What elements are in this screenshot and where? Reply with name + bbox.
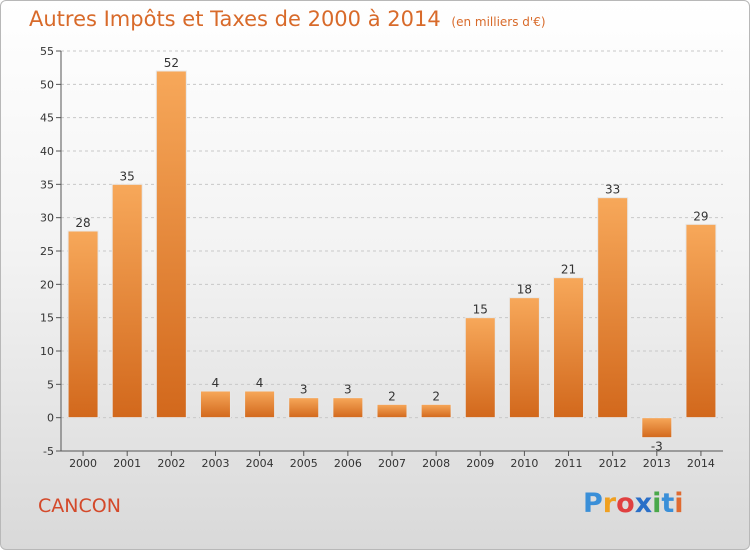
bar bbox=[597, 197, 629, 419]
bar bbox=[420, 403, 452, 419]
bar-value-label: 35 bbox=[120, 169, 135, 183]
y-tick-label: 40 bbox=[40, 145, 54, 158]
bar bbox=[464, 317, 496, 419]
x-tick-label: 2001 bbox=[113, 457, 141, 470]
bar bbox=[332, 397, 364, 419]
y-tick-label: 15 bbox=[40, 312, 54, 325]
bar bbox=[641, 417, 673, 439]
chart-unit-label: (en milliers d'€) bbox=[451, 15, 546, 29]
x-tick-label: 2008 bbox=[422, 457, 450, 470]
bar-value-label: 52 bbox=[164, 56, 179, 70]
y-tick-label: 0 bbox=[47, 412, 54, 425]
bar-value-label: 3 bbox=[300, 383, 308, 397]
x-axis: 2000 2001 2002 2003 2004 2005 2006 2007 2008 2009… bbox=[69, 451, 715, 470]
x-tick-label: 2013 bbox=[643, 457, 671, 470]
y-tick-label: 20 bbox=[40, 278, 54, 291]
x-tick-label: 2007 bbox=[378, 457, 406, 470]
x-tick-label: 2003 bbox=[201, 457, 229, 470]
logo-letter: t bbox=[661, 488, 675, 519]
bar-value-label: 2 bbox=[432, 389, 440, 403]
bar bbox=[508, 297, 540, 419]
x-tick-label: 2005 bbox=[290, 457, 318, 470]
x-tick-label: 2000 bbox=[69, 457, 97, 470]
bar-value-label: 3 bbox=[344, 383, 352, 397]
bar-value-label: 28 bbox=[75, 216, 90, 230]
x-tick-label: 2006 bbox=[334, 457, 362, 470]
y-tick-label: 50 bbox=[40, 78, 54, 91]
logo-letter: i bbox=[674, 488, 684, 519]
x-tick-label: 2014 bbox=[687, 457, 715, 470]
y-tick-label: 30 bbox=[40, 212, 54, 225]
bar bbox=[376, 403, 408, 419]
x-tick-label: 2002 bbox=[157, 457, 185, 470]
x-tick-label: 2010 bbox=[510, 457, 538, 470]
bar-value-label: 15 bbox=[473, 303, 488, 317]
logo-letter: o bbox=[616, 488, 635, 519]
bar bbox=[67, 230, 99, 419]
logo-letter: x bbox=[634, 488, 653, 519]
chart-title-text: Autres Impôts et Taxes de 2000 à 2014 bbox=[29, 7, 441, 31]
bar-value-label: 21 bbox=[561, 263, 576, 277]
logo-letter: r bbox=[602, 488, 617, 519]
bar bbox=[199, 390, 231, 419]
bar bbox=[244, 390, 276, 419]
y-tick-label: 10 bbox=[40, 345, 54, 358]
bar-value-label: -3 bbox=[651, 440, 663, 454]
y-tick-label: -5 bbox=[43, 445, 54, 458]
x-tick-label: 2011 bbox=[555, 457, 583, 470]
y-tick-label: 5 bbox=[47, 378, 54, 391]
bar-value-label: 4 bbox=[256, 376, 264, 390]
bar bbox=[288, 397, 320, 419]
x-tick-label: 2004 bbox=[246, 457, 274, 470]
bar bbox=[155, 70, 187, 419]
logo-letter: P bbox=[583, 488, 603, 519]
x-tick-label: 2009 bbox=[466, 457, 494, 470]
bar bbox=[553, 277, 585, 419]
bar-value-label: 29 bbox=[693, 209, 708, 223]
y-tick-label: 55 bbox=[40, 45, 54, 58]
bar-value-label: 18 bbox=[517, 283, 532, 297]
y-tick-label: 25 bbox=[40, 245, 54, 258]
city-name: CANCON bbox=[38, 495, 121, 517]
chart-title: Autres Impôts et Taxes de 2000 à 2014 (e… bbox=[29, 7, 546, 31]
bar bbox=[111, 183, 143, 419]
bar-value-label: 33 bbox=[605, 183, 620, 197]
y-tick-label: 35 bbox=[40, 178, 54, 191]
bar-value-label: 4 bbox=[212, 376, 220, 390]
y-tick-label: 45 bbox=[40, 112, 54, 125]
bar-value-label: 2 bbox=[388, 389, 396, 403]
x-tick-label: 2012 bbox=[599, 457, 627, 470]
bar bbox=[685, 223, 717, 419]
logo-letter: i bbox=[652, 488, 662, 519]
proxiti-logo: Proxiti bbox=[583, 488, 684, 519]
